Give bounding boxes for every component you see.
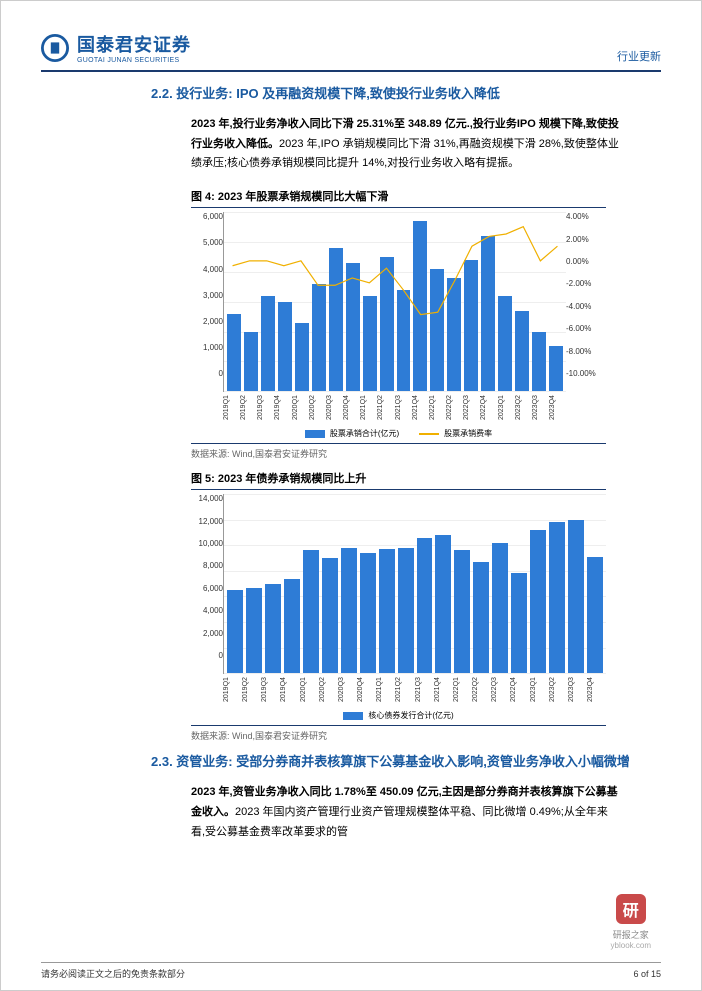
chart1-y-right: 4.00%2.00%0.00%-2.00%-4.00%-6.00%-8.00%-… [566,212,606,392]
chart1-legend-line: 股票承销费率 [444,428,492,439]
chart2-legend: 核心债券发行合计(亿元) [191,710,606,721]
footer-disclaimer: 请务必阅读正文之后的免责条款部分 [41,967,185,980]
chart2-title: 图 5: 2023 年债券承销规模同比上升 [191,470,606,490]
logo-text-en: GUOTAI JUNAN SECURITIES [77,57,191,64]
chart1-y-left: 6,0005,0004,0003,0002,0001,0000 [191,212,223,392]
section-2-3-body: 2023 年,资管业务净收入同比 1.78%至 450.09 亿元,主因是部分券… [191,783,621,842]
chart1-title: 图 4: 2023 年股票承销规模同比大幅下滑 [191,188,606,208]
watermark-icon: 研 [616,894,646,924]
chart1-legend: 股票承销合计(亿元) 股票承销费率 [191,428,606,439]
chart1-plot [223,212,566,392]
chart2-y-left: 14,00012,00010,0008,0006,0004,0002,0000 [191,494,223,674]
logo-text-cn: 国泰君安证券 [77,31,191,57]
chart1-legend-bar: 股票承销合计(亿元) [330,428,399,439]
chart2-x-axis: 2019Q12019Q22019Q32019Q42020Q12020Q22020… [223,674,606,706]
logo: 国泰君安证券 GUOTAI JUNAN SECURITIES [41,31,191,64]
section-2-2-title: 2.2. 投行业务: IPO 及再融资规模下降,致使投行业务收入降低 [151,84,661,105]
section-2-3-title: 2.3. 资管业务: 受部分券商并表核算旗下公募基金收入影响,资管业务净收入小幅… [151,752,661,773]
watermark-url: yblook.com [611,941,651,950]
page-header: 国泰君安证券 GUOTAI JUNAN SECURITIES 行业更新 [41,31,661,72]
chart1: 6,0005,0004,0003,0002,0001,0000 4.00%2.0… [191,212,606,439]
chart1-source: 数据来源: Wind,国泰君安证券研究 [191,443,606,460]
watermark-text: 研报之家 [611,928,651,941]
chart2: 14,00012,00010,0008,0006,0004,0002,0000 … [191,494,606,721]
chart2-plot [223,494,606,674]
header-category: 行业更新 [617,48,661,64]
chart2-legend-bar: 核心债券发行合计(亿元) [368,710,453,721]
chart2-source: 数据来源: Wind,国泰君安证券研究 [191,725,606,742]
para-rest-2: 2023 年国内资产管理行业资产管理规模整体平稳、同比微增 0.49%;从全年来… [191,806,608,838]
company-logo-icon [41,34,69,62]
page-footer: 请务必阅读正文之后的免责条款部分 6 of 15 [41,962,661,980]
section-2-2-body: 2023 年,投行业务净收入同比下滑 25.31%至 348.89 亿元.,投行… [191,115,621,174]
footer-page: 6 of 15 [633,969,661,979]
watermark: 研 研报之家 yblook.com [611,894,651,950]
chart1-x-axis: 2019Q12019Q22019Q32019Q42020Q12020Q22020… [223,392,566,424]
